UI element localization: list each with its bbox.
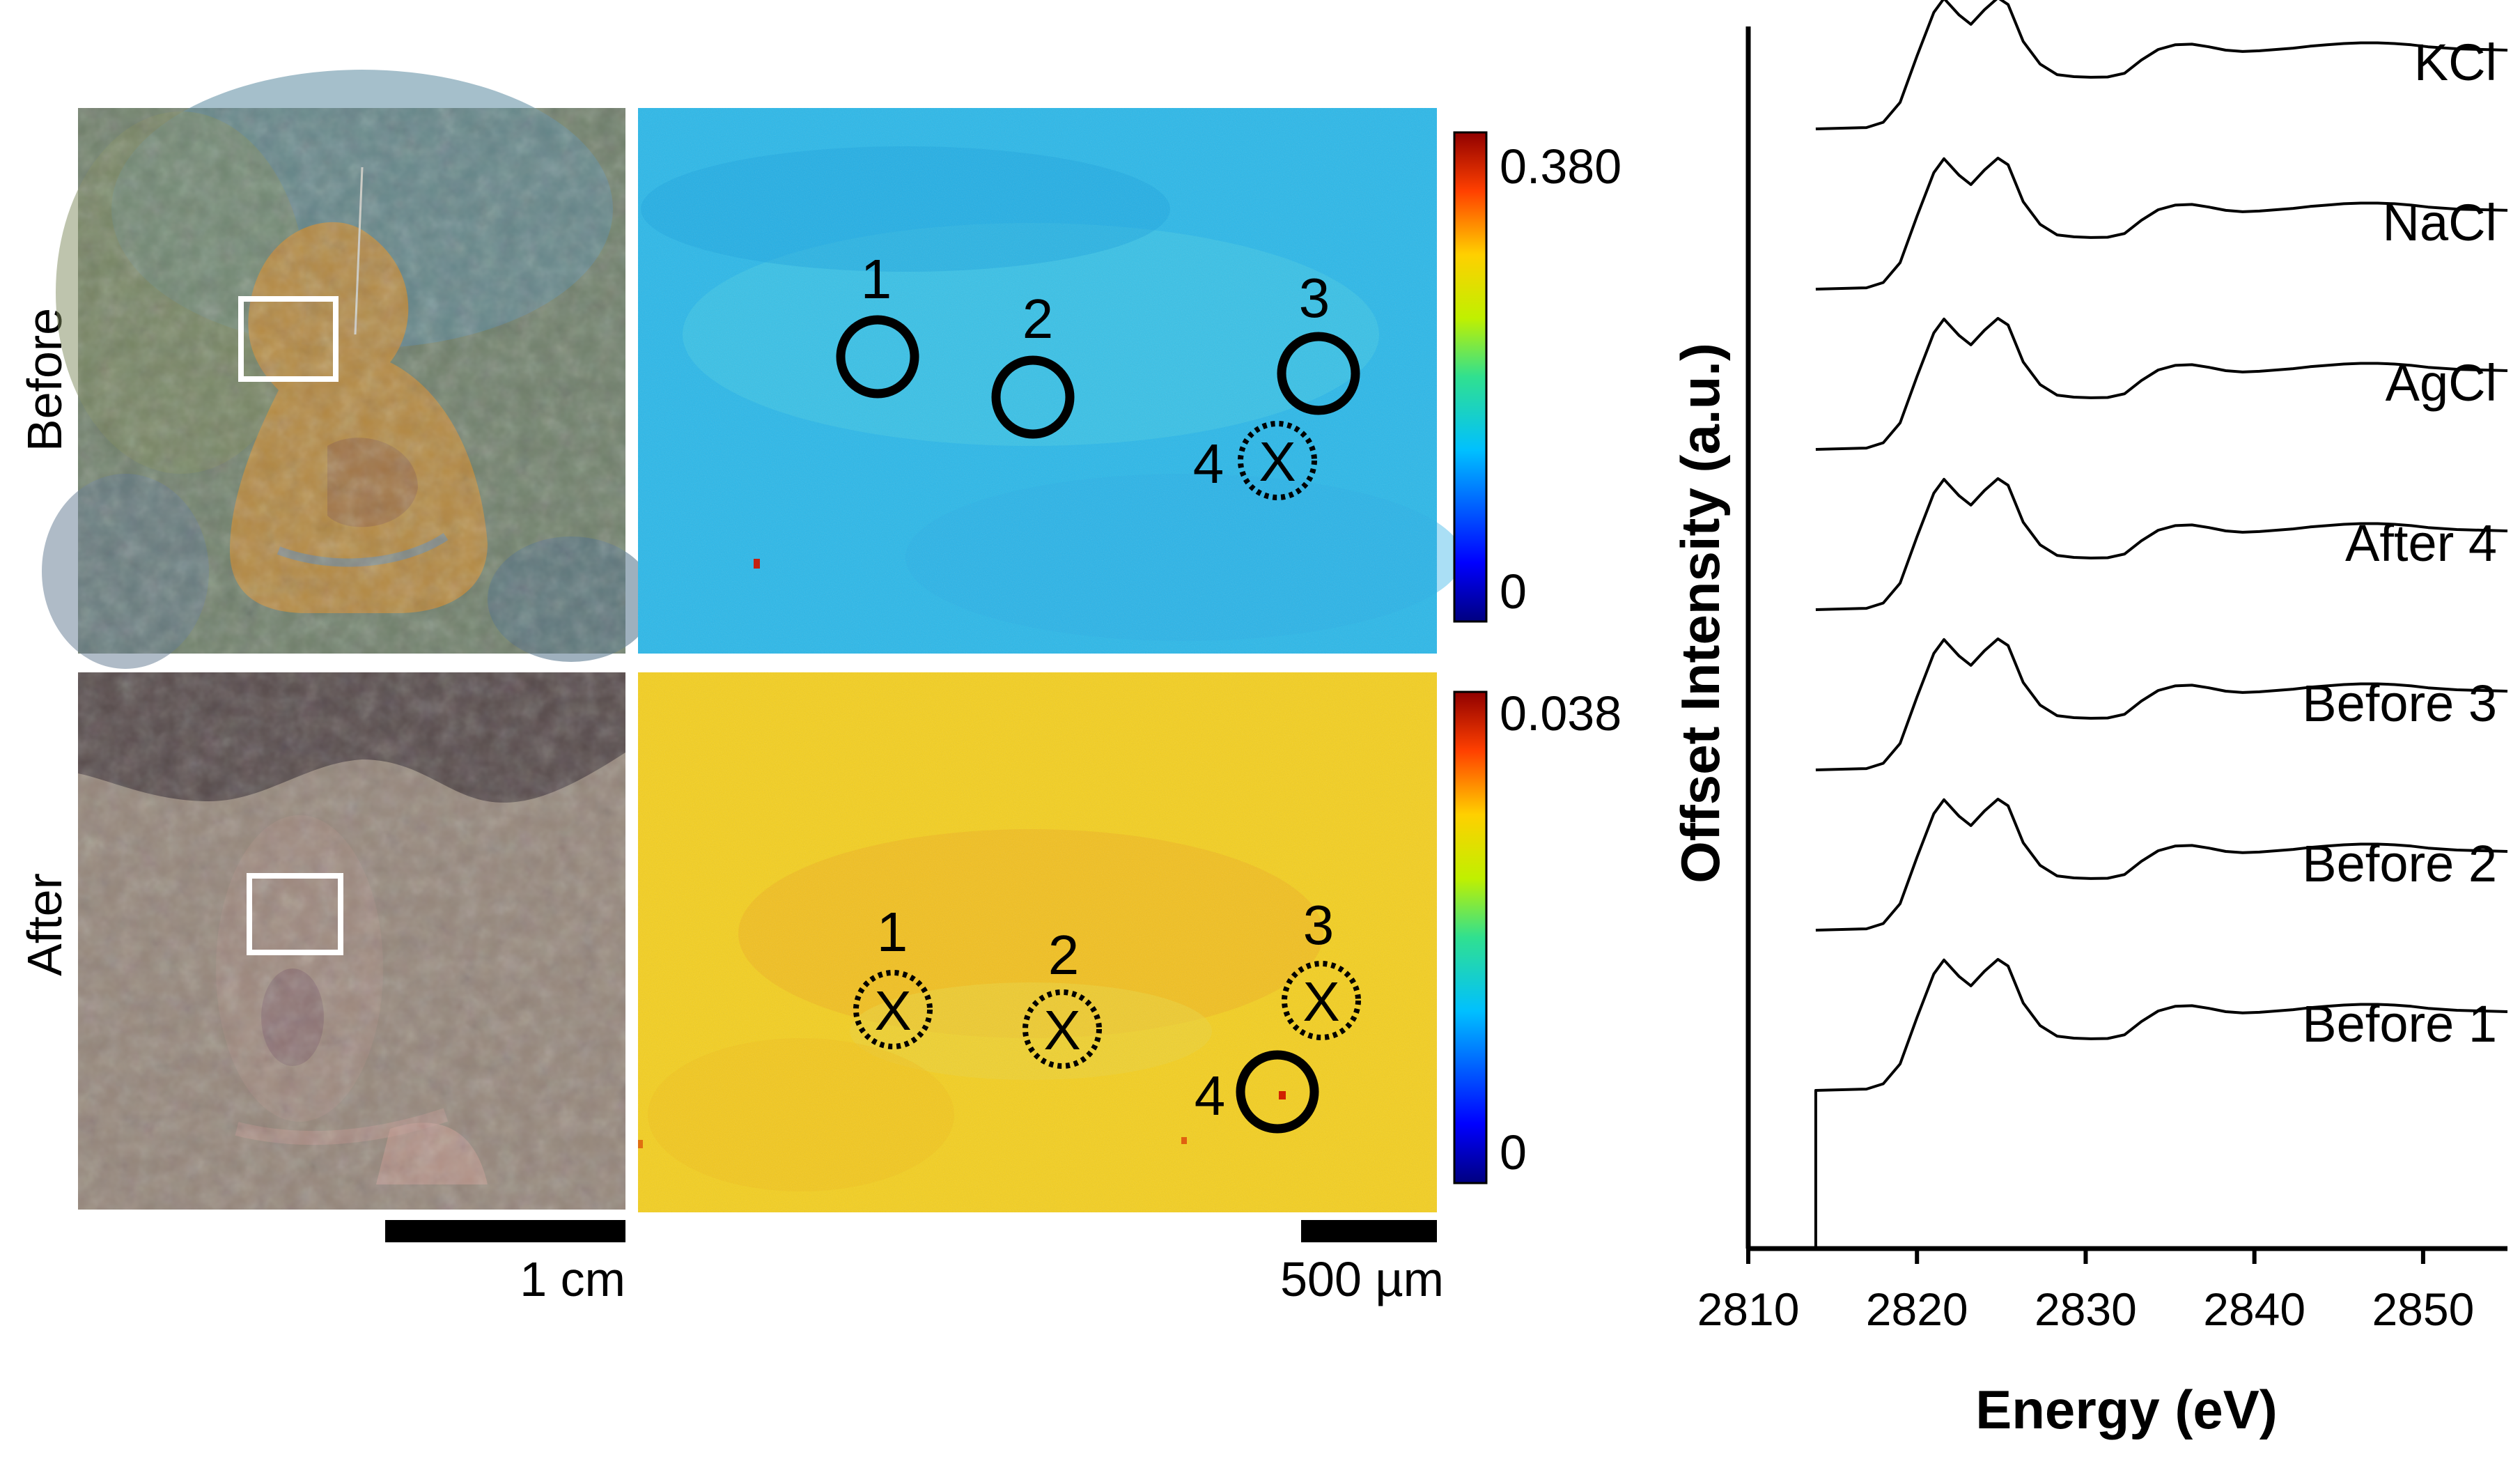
after-photo bbox=[78, 672, 625, 1210]
series-label-before-1: Before 1 bbox=[2302, 995, 2497, 1053]
series-line-agcl bbox=[1815, 316, 2508, 451]
x-tick-label-2830: 2830 bbox=[2035, 1283, 2137, 1335]
row-label-after: After bbox=[17, 873, 72, 976]
series-label-kcl: KCl bbox=[2414, 33, 2497, 91]
after-spot-3-mark: X bbox=[1302, 971, 1339, 1033]
spectra-ylabel: Offset Intensity (a.u.) bbox=[1670, 343, 1731, 883]
before-spot-4: X 4 bbox=[1193, 421, 1317, 500]
after-colorbar-min-label: 0 bbox=[1500, 1125, 1527, 1180]
x-tick-label-2840: 2840 bbox=[2203, 1283, 2305, 1335]
series-label-agcl: AgCl bbox=[2386, 354, 2497, 412]
x-tick-label-2820: 2820 bbox=[1866, 1283, 1968, 1335]
before-spot-1-label: 1 bbox=[861, 248, 892, 310]
spectra-series: Before 1 Before 2 Before 3 After 4 AgCl NaCl K… bbox=[1814, 0, 2508, 1249]
after-spot-3-label: 3 bbox=[1303, 894, 1335, 956]
map-scalebar-label: 500 µm bbox=[1280, 1252, 1444, 1306]
series-line-before-2 bbox=[1815, 797, 2508, 932]
before-spot-3: 3 bbox=[1277, 267, 1360, 415]
before-spot-2-label: 2 bbox=[1022, 288, 1054, 350]
before-spot-4-mark: X bbox=[1259, 431, 1296, 493]
photo-scalebar-label: 1 cm bbox=[520, 1252, 625, 1306]
before-colorbar-max-label: 0.380 bbox=[1500, 139, 1621, 194]
after-spot-4-label: 4 bbox=[1195, 1065, 1226, 1127]
x-tick-label-2810: 2810 bbox=[1697, 1283, 1800, 1335]
after-spot-2: X 2 bbox=[1022, 924, 1102, 1069]
after-spot-2-mark: X bbox=[1043, 999, 1080, 1061]
before-colorbar-min-label: 0 bbox=[1500, 564, 1527, 619]
after-spot-2-label: 2 bbox=[1048, 924, 1080, 986]
series-line-kcl bbox=[1815, 0, 2508, 130]
before-photo-roi-box bbox=[238, 296, 339, 382]
before-spot-4-label: 4 bbox=[1193, 433, 1224, 495]
after-spot-4: 4 bbox=[1195, 1050, 1319, 1134]
before-photo bbox=[42, 70, 655, 669]
after-spot-3: X 3 bbox=[1282, 894, 1361, 1040]
x-tick-label-2850: 2850 bbox=[2372, 1283, 2474, 1335]
series-line-after-4 bbox=[1815, 477, 2508, 611]
map-scalebar bbox=[1301, 1220, 1437, 1242]
series-label-before-3: Before 3 bbox=[2302, 674, 2497, 732]
photo-scalebar bbox=[385, 1220, 625, 1242]
after-spot-1: X 1 bbox=[853, 901, 933, 1049]
series-line-before-1 bbox=[1814, 957, 2508, 1249]
before-spot-1: 1 bbox=[836, 248, 919, 399]
after-spot-1-label: 1 bbox=[877, 901, 908, 963]
after-photo-roi-box bbox=[247, 873, 343, 955]
series-label-after-4: After 4 bbox=[2345, 514, 2497, 572]
spectra-xlabel: Energy (eV) bbox=[1975, 1379, 2277, 1440]
series-label-before-2: Before 2 bbox=[2302, 835, 2497, 893]
after-spot-1-mark: X bbox=[874, 980, 911, 1042]
before-spot-3-label: 3 bbox=[1299, 267, 1330, 329]
spectra-x-ticks: 2810 2820 2830 2840 2850 bbox=[1697, 1249, 2474, 1335]
before-map bbox=[638, 108, 1463, 654]
series-line-nacl bbox=[1815, 156, 2508, 291]
series-line-before-3 bbox=[1815, 637, 2508, 771]
series-label-nacl: NaCl bbox=[2383, 194, 2497, 252]
after-colorbar bbox=[1453, 690, 1488, 1184]
before-spot-2: 2 bbox=[991, 288, 1075, 439]
before-colorbar bbox=[1453, 131, 1488, 623]
after-colorbar-max-label: 0.038 bbox=[1500, 686, 1621, 741]
